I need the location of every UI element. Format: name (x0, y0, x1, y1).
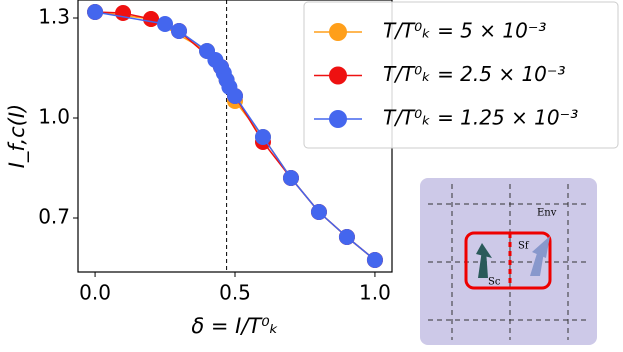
x-tick-label: 0.0 (79, 281, 111, 305)
point (254, 129, 271, 145)
spin-f (530, 250, 544, 276)
spin-c (478, 250, 488, 278)
point (157, 16, 174, 32)
point (310, 204, 327, 220)
legend: T/T⁰ₖ = 5 × 10⁻³ T/T⁰ₖ = 2.5 × 10⁻³ T/T⁰ₖ … (303, 1, 619, 149)
inset-box (464, 231, 552, 290)
x-axis-label: δ = I/T⁰ₖ (191, 314, 278, 338)
point (115, 5, 132, 21)
y-tick-label: 1.0 (38, 105, 70, 129)
point (366, 252, 383, 268)
legend-marker (329, 110, 347, 128)
legend-box (303, 1, 619, 149)
legend-label: T/T⁰ₖ = 1.25 × 10⁻³ (383, 106, 578, 130)
spin-c-head (476, 243, 492, 258)
point (143, 11, 160, 27)
inset-label: Sf (518, 241, 530, 252)
x-tick-label: 0.5 (219, 281, 251, 305)
legend-marker (329, 66, 347, 85)
legend-label: T/T⁰ₖ = 2.5 × 10⁻³ (383, 62, 565, 86)
point (282, 170, 299, 186)
inset-label: Sc (488, 277, 501, 288)
inset: Env Sc Sf (420, 178, 597, 345)
y-tick-label: 0.7 (38, 205, 70, 229)
point (87, 4, 104, 20)
point (227, 88, 243, 104)
y-tick-label: 1.3 (38, 5, 70, 29)
inset-label: Env (537, 208, 557, 219)
spin-f-head (532, 236, 550, 258)
legend-marker (329, 23, 347, 41)
y-axis-label: I_f,c(I) (5, 104, 30, 169)
legend-label: T/T⁰ₖ = 5 × 10⁻³ (383, 19, 546, 43)
point (171, 23, 188, 39)
x-tick-label: 1.0 (359, 281, 391, 305)
point (338, 229, 355, 245)
